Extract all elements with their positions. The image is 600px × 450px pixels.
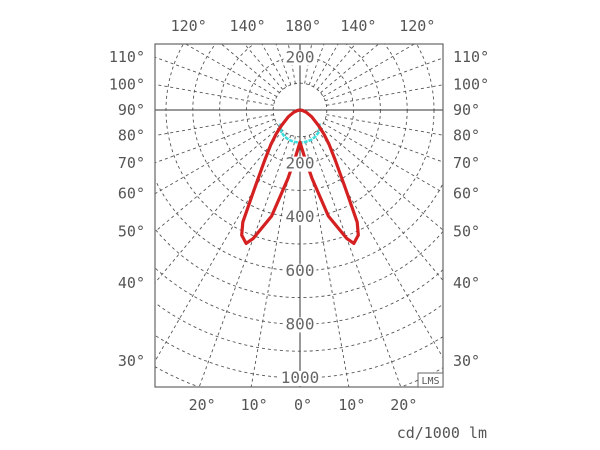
grid-radial-line — [155, 126, 280, 233]
grid-radial-line — [244, 44, 284, 90]
angle-label: 180° — [285, 17, 321, 35]
grid-radial-line — [155, 56, 275, 102]
angle-label: 20° — [390, 396, 417, 414]
grid-radial-line — [155, 114, 274, 137]
angle-label: 100° — [453, 75, 489, 93]
unit-label: cd/1000 lm — [397, 424, 487, 442]
radial-label-bg — [278, 371, 322, 386]
radial-label-bg — [283, 156, 317, 172]
radial-label-bg — [283, 50, 317, 66]
radial-label-bg — [283, 263, 317, 279]
grid-radial-line — [322, 123, 443, 193]
grid-radial-line — [316, 130, 443, 281]
angle-label: 0° — [294, 396, 312, 414]
angle-label: 30° — [118, 352, 145, 370]
grid-radial-line — [155, 132, 287, 362]
angle-label: 60° — [453, 185, 480, 203]
radial-tick-label: 200 — [286, 154, 315, 173]
grid-radial-line — [316, 44, 356, 90]
grid-radial-line — [313, 44, 339, 88]
grid-radial-line — [308, 44, 325, 85]
lms-watermark: LMS — [421, 376, 439, 387]
radial-label-bg — [283, 317, 317, 333]
angle-label: 70° — [453, 154, 480, 172]
angle-label: 110° — [453, 48, 489, 66]
angle-label: 140° — [230, 17, 266, 35]
angle-label: 80° — [453, 127, 480, 145]
angle-label: 30° — [453, 352, 480, 370]
angle-label: 110° — [109, 48, 145, 66]
angle-label: 50° — [453, 223, 480, 241]
grid-radial-line — [320, 44, 379, 94]
angle-label: 80° — [118, 127, 145, 145]
curves — [240, 108, 360, 245]
radial-label-bg — [283, 210, 317, 226]
grid-radial-line — [221, 44, 280, 94]
radial-tick-label: 400 — [286, 207, 315, 226]
grid-radial-line — [155, 118, 275, 164]
angle-label: 10° — [241, 396, 268, 414]
angle-label: 140° — [340, 17, 376, 35]
radial-tick-label: 1000 — [281, 368, 320, 387]
grid-radial-line — [313, 132, 443, 358]
grid-radial-line — [325, 118, 443, 163]
angle-label: 120° — [399, 17, 435, 35]
grid-radial-line — [185, 44, 278, 97]
grid-radial-line — [320, 126, 443, 231]
grid-radial-line — [198, 135, 292, 387]
angle-label: 20° — [189, 396, 216, 414]
angle-label: 70° — [118, 154, 145, 172]
angle-label: 50° — [118, 223, 145, 241]
angle-label: 60° — [118, 185, 145, 203]
angle-label: 40° — [453, 274, 480, 292]
angle-label: 40° — [118, 274, 145, 292]
grid-radial-line — [326, 84, 443, 106]
lms-badge — [417, 372, 444, 388]
grid-radial-line — [326, 114, 443, 136]
angle-label: 10° — [338, 396, 365, 414]
plot-frame — [154, 43, 444, 388]
radial-tick-label: 800 — [286, 314, 315, 333]
grid-radial-line — [322, 44, 415, 97]
grid-radial-line — [325, 57, 443, 102]
grid-radial-line — [155, 123, 278, 195]
grid-radial-line — [155, 83, 274, 106]
radial-tick-label: 600 — [286, 261, 315, 280]
curve-c0-c180 — [240, 108, 360, 245]
angle-label: 120° — [171, 17, 207, 35]
angle-label: 90° — [453, 101, 480, 119]
radial-tick-label: 200 — [286, 47, 315, 66]
angle-label: 100° — [109, 75, 145, 93]
grid-radial-line — [261, 44, 287, 88]
grid-radial-line — [275, 44, 292, 85]
radial-tick-labels: 200 400 600 800 1000 200 — [278, 47, 322, 387]
grid-radial-line — [308, 135, 402, 387]
angle-labels: 110° 110° 100° 100° 90° 90° 80° 80° 70° 70° 60° 60°… — [109, 17, 489, 414]
grid-radial-line — [155, 130, 284, 284]
angle-label: 90° — [118, 101, 145, 119]
